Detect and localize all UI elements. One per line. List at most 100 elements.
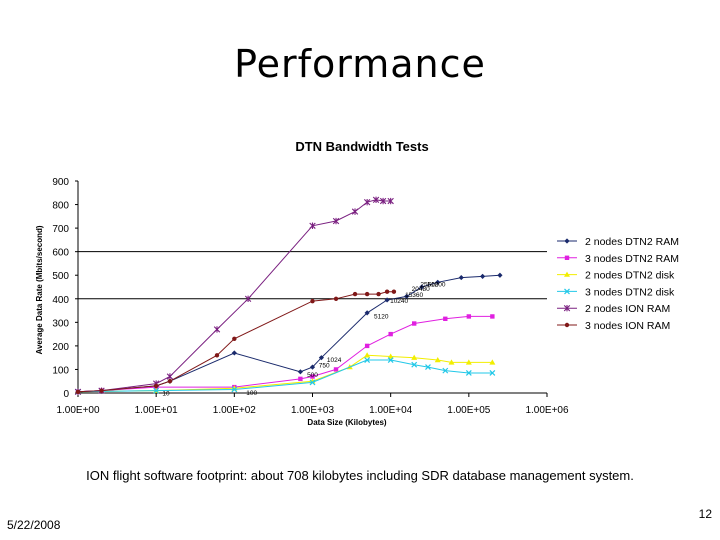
data-point [489,370,496,376]
legend-label: 2 nodes ION RAM [585,303,670,315]
data-point [448,359,455,365]
legend-label: 3 nodes ION RAM [585,320,670,332]
data-point [352,291,358,297]
data-point [333,367,339,372]
data-point [425,364,431,371]
data-point [364,352,371,358]
legend-marker [564,255,570,260]
data-point [411,361,418,368]
data-point [310,298,315,304]
series-1 [75,272,503,395]
data-point [297,369,303,375]
legend-marker [563,305,571,312]
data-point [298,376,303,382]
legend-entry: 2 nodes DTN2 disk [557,270,675,282]
data-label: 51200 [427,281,445,288]
chart-title: DTN Bandwidth Tests [295,139,428,154]
data-point [411,321,417,326]
data-point [231,386,238,393]
series-5 [74,196,394,396]
series-line [77,291,394,393]
legend-label: 2 nodes DTN2 disk [585,270,675,282]
footer-date: 5/22/2008 [7,518,61,532]
legend-label: 3 nodes DTN2 disk [585,286,675,298]
data-point [376,291,381,297]
data-label: 15360 [405,292,423,299]
series-line [77,274,500,393]
legend-marker [564,238,570,244]
data-point [388,331,393,337]
data-point [434,357,441,363]
x-tick-labels: 1.00E+00 1.00E+01 1.00E+02 1.00E+03 1.00E+04… [56,393,569,416]
data-point [99,388,104,393]
data-point [364,343,370,349]
data-label: 25600 [420,281,438,288]
data-point [364,291,370,297]
legend-entry: 2 nodes DTN2 RAM [557,236,679,248]
data-point [231,350,237,356]
series-4 [75,357,496,395]
data-point [404,293,410,300]
data-point [435,279,441,285]
x-tick-label: 1.00E+00 [56,405,100,416]
series-line [77,315,493,393]
data-label: 100 [246,390,257,397]
data-point [384,297,390,303]
data-point [333,296,339,301]
data-point [153,387,160,394]
x-tick-label: 1.00E+05 [447,405,491,416]
legend-entry: 3 nodes ION RAM [557,320,670,332]
data-point [232,336,237,342]
data-point [465,359,472,365]
legend: 2 nodes DTN2 RAM 3 nodes DTN2 RAM 2 nodes … [557,236,679,332]
data-point [387,353,394,359]
data-point [489,359,496,365]
legend-marker [564,322,570,328]
x-tick-label: 1.00E+06 [525,405,569,416]
data-point [458,274,464,281]
data-point [364,357,371,363]
gridlines [78,251,547,300]
data-point [465,370,472,376]
y-tick-label: 200 [52,342,69,353]
data-point [379,197,387,205]
data-point [479,273,486,279]
y-tick-label: 600 [52,248,69,259]
y-tick-label: 700 [52,224,69,235]
legend-label: 3 nodes DTN2 RAM [585,253,679,265]
data-point [387,197,394,205]
y-tick-label: 0 [63,389,69,400]
series-line [77,354,493,393]
x-tick-label: 1.00E+03 [291,405,335,416]
slide-caption: ION flight software footprint: about 708… [86,468,634,483]
page-number: 12 [698,507,712,521]
x-tick-label: 1.00E+02 [213,405,257,416]
data-label: 750 [319,363,330,370]
data-point [153,383,159,389]
data-point [372,196,380,204]
y-tick-label: 800 [52,201,69,212]
data-point [167,379,173,384]
data-point [309,364,316,370]
data-point [466,314,472,319]
data-point [309,379,316,386]
y-tick-label: 500 [52,271,69,282]
data-label: 10 [162,390,170,397]
series-6 [75,289,397,395]
legend-marker [564,288,570,295]
y-axis-label: Average Data Rate (Mbits/second) [35,225,44,354]
data-point [490,314,495,319]
legend-label: 2 nodes DTN2 RAM [585,236,679,248]
data-label: 1024 [327,357,342,364]
data-point [419,284,425,290]
y-tick-labels: 0 100 200 300 400 500 600 700 800 900 [52,177,78,400]
data-point [318,355,325,361]
data-point [213,326,221,333]
data-point [309,222,316,229]
data-point [387,357,394,363]
data-label: 10240 [390,298,408,305]
axes [77,181,547,394]
data-point [75,389,81,395]
y-tick-label: 100 [52,365,69,376]
